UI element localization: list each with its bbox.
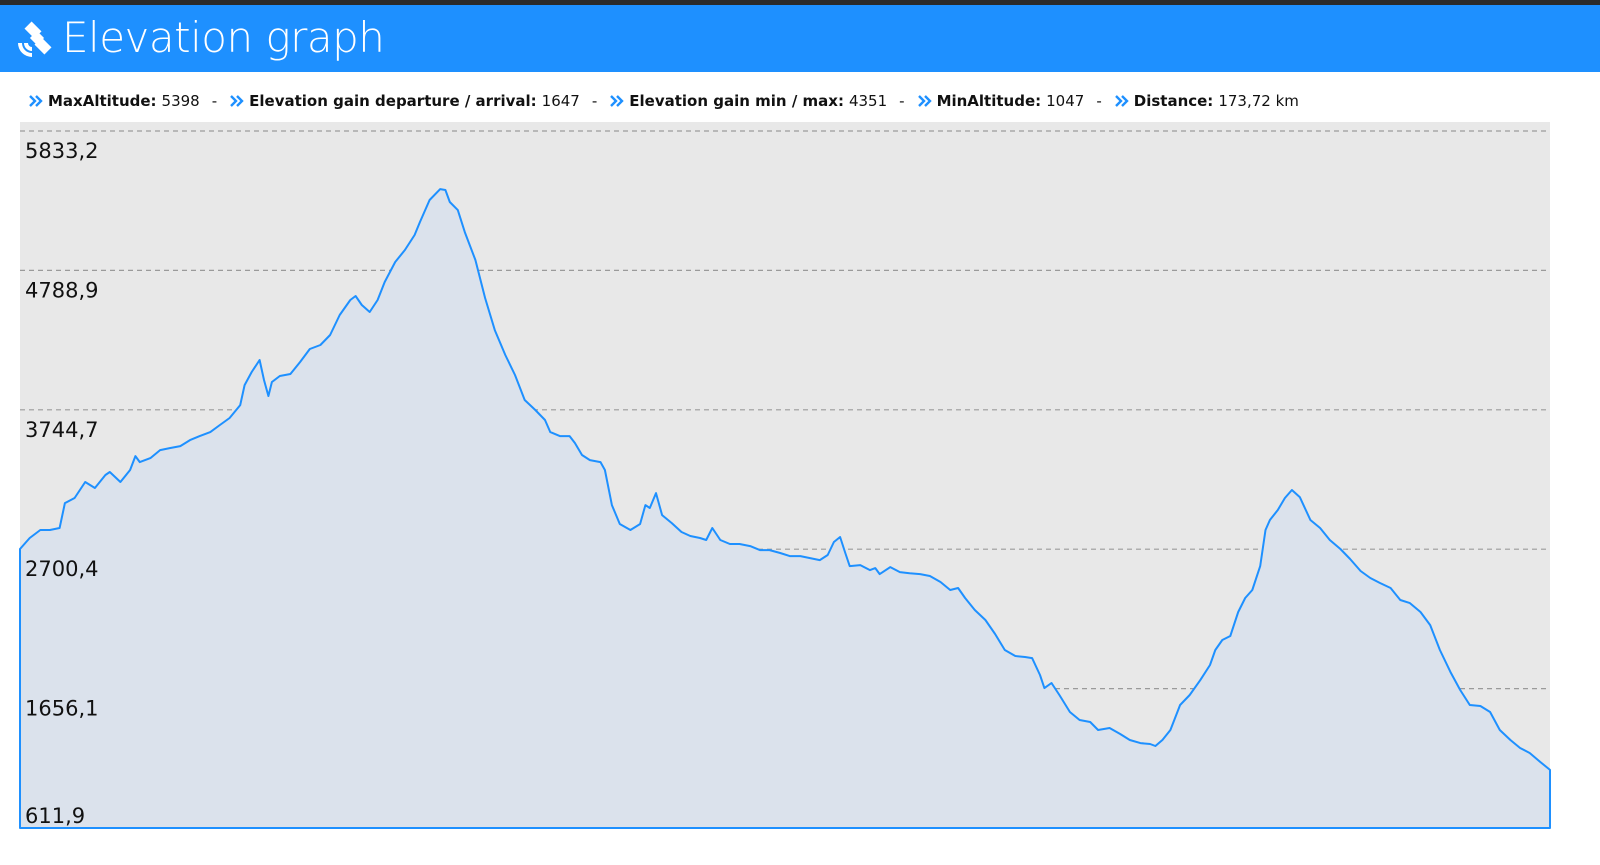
separator: - (1096, 92, 1102, 110)
chevron-icon (610, 95, 624, 107)
page-title: Elevation graph (62, 13, 385, 62)
y-tick-label: 3744,7 (25, 418, 98, 442)
separator: - (899, 92, 905, 110)
separator: - (211, 92, 218, 110)
y-tick-label: 5833,2 (25, 139, 98, 163)
chevron-icon (1114, 95, 1129, 107)
y-tick-label: 2700,4 (25, 557, 98, 581)
chevron-icon (230, 95, 244, 107)
stat: Elevation gain departure / arrival: 1647 (229, 92, 580, 110)
y-tick-label: 1656,1 (25, 697, 98, 721)
stat-label: Distance: (1133, 92, 1214, 110)
stats-row: MaxAltitude: 5398- Elevation gain departur… (28, 90, 1299, 112)
stat-label: MinAltitude: (936, 92, 1042, 110)
stat-label: MaxAltitude: (48, 92, 157, 110)
stat-value: 5398 (161, 92, 200, 110)
y-tick-label: 4788,9 (25, 278, 98, 302)
elevation-area (19, 188, 1551, 829)
stat: MinAltitude: 1047 (917, 92, 1085, 110)
y-tick-label: 611,9 (25, 804, 85, 828)
stat-label: Elevation gain min / max: (629, 92, 844, 110)
stat-value: 4351 (848, 92, 888, 110)
header-bar: Elevation graph (0, 5, 1600, 72)
stat-value: 1047 (1046, 92, 1085, 110)
stat: MaxAltitude: 5398 (28, 92, 200, 110)
separator: - (591, 92, 598, 110)
elevation-chart: 611,9 1656,1 2700,4 3744,7 4788,9 5833,2 (19, 122, 1551, 829)
top-strip (0, 0, 1600, 5)
stat-value: 173,72 km (1218, 92, 1299, 110)
chevron-icon (917, 95, 932, 107)
stat-label: Elevation gain departure / arrival: (249, 92, 537, 110)
stat: Elevation gain min / max: 4351 (609, 92, 887, 110)
stat: Distance: 173,72 km (1114, 92, 1299, 110)
chevron-icon (29, 95, 43, 107)
satellite-icon (18, 21, 52, 57)
stat-value: 1647 (541, 92, 580, 110)
